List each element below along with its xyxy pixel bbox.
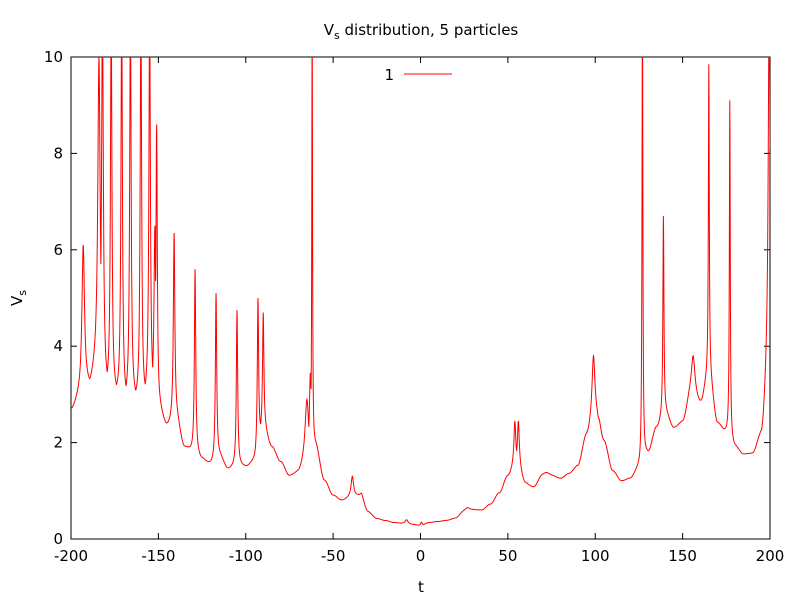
legend-label: 1 bbox=[384, 66, 394, 84]
legend: 1 bbox=[384, 66, 452, 84]
y-tick-label: 6 bbox=[53, 241, 63, 259]
y-tick-label: 8 bbox=[53, 144, 63, 162]
x-tick-label: 0 bbox=[416, 547, 426, 565]
y-tick-label: 10 bbox=[44, 48, 63, 66]
x-tick-label: 50 bbox=[498, 547, 517, 565]
plot-frame bbox=[70, 56, 771, 540]
y-tick-label: 4 bbox=[53, 337, 63, 355]
y-axis-title: Vs bbox=[8, 290, 29, 306]
x-tick-label: 200 bbox=[756, 547, 785, 565]
axis-tick-labels: -200 -150 -100 -50 0 50 100 150 200 0 2 4 6 8 10 bbox=[44, 48, 784, 565]
x-axis-title: t bbox=[418, 578, 424, 596]
x-tick-label: -100 bbox=[229, 547, 263, 565]
x-tick-label: -50 bbox=[321, 547, 346, 565]
x-tick-label: -150 bbox=[141, 547, 175, 565]
y-tick-label: 0 bbox=[53, 530, 63, 548]
y-tick-label: 2 bbox=[53, 434, 63, 452]
series-line bbox=[71, 57, 770, 526]
x-tick-label: 100 bbox=[581, 547, 610, 565]
x-tick-label: -200 bbox=[54, 547, 88, 565]
x-tick-label: 150 bbox=[668, 547, 697, 565]
chart-title: Vs distribution, 5 particles bbox=[324, 21, 519, 42]
axis-ticks bbox=[70, 56, 771, 540]
